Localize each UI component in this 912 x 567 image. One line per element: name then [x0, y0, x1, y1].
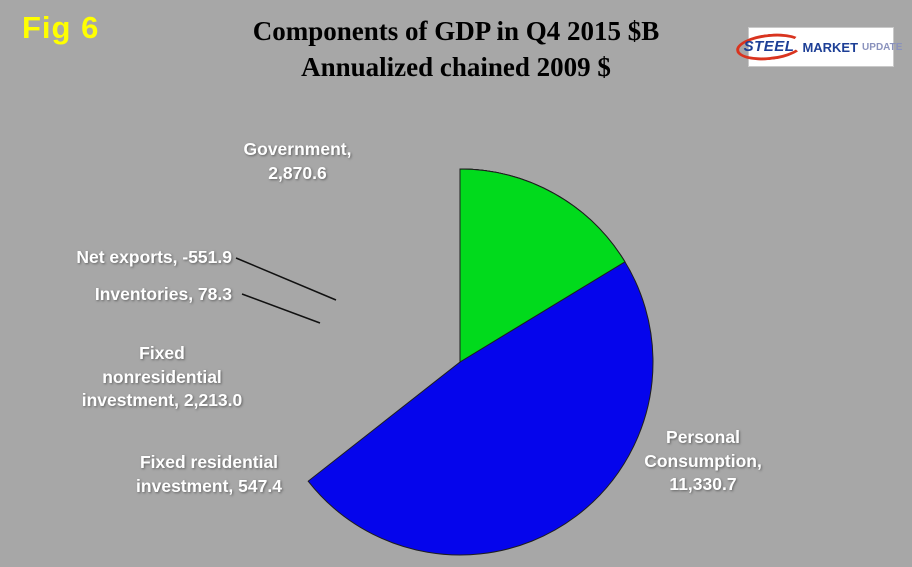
leader-lines [235, 257, 337, 324]
label-fixed-nonresidential-investment: Fixed nonresidential investment, 2,213.0 [81, 343, 243, 411]
label-net-exports: Net exports, -551.9 [76, 247, 232, 267]
logo-market-text: MARKET [802, 39, 859, 55]
inventories-leader-line [241, 293, 321, 324]
logo-update-text: UPDATE [862, 41, 903, 53]
label-inventories: Inventories, 78.3 [94, 284, 232, 304]
steel-market-update-logo: STEEL MARKET UPDATE [734, 27, 902, 67]
chart-title: Components of GDP in Q4 2015 $B Annualiz… [156, 14, 756, 85]
label-personal-consumption: Personal Consumption, 11,330.7 [644, 427, 762, 495]
pie-slice-government [459, 168, 626, 363]
net-exports-leader-line [235, 257, 337, 301]
chart-title-line2: Annualized chained 2009 $ [301, 51, 611, 82]
chart-title-line1: Components of GDP in Q4 2015 $B [252, 16, 660, 46]
logo-steel-badge: STEEL [734, 30, 804, 64]
logo-steel-text: STEEL [743, 38, 795, 55]
figure-number-label: Fig 6 [22, 10, 100, 45]
label-government: Government, 2,870.6 [243, 139, 352, 183]
label-fixed-residential-investment: Fixed residential investment, 547.4 [136, 452, 282, 496]
